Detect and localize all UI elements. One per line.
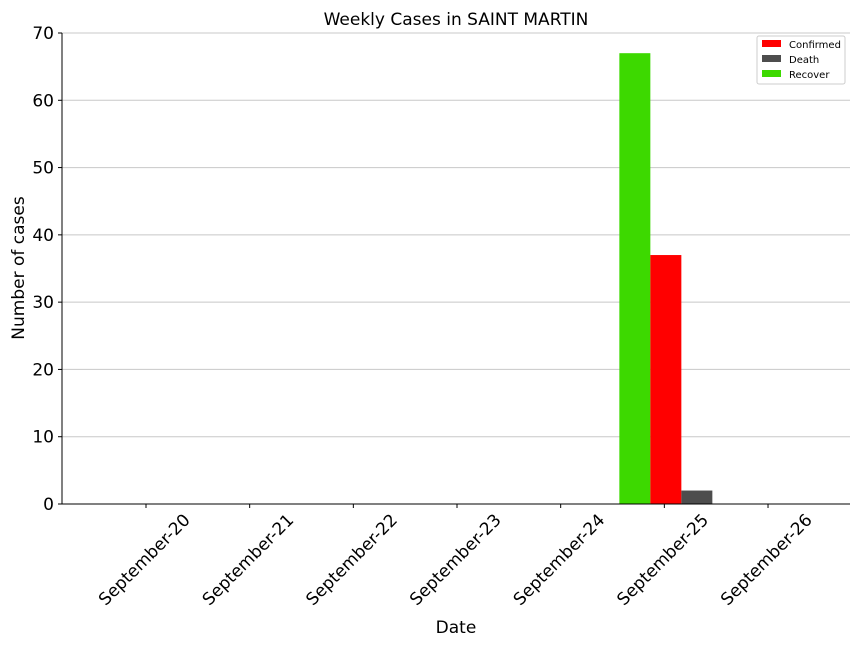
bar-recover bbox=[619, 53, 651, 504]
x-tick-label: September-24 bbox=[510, 510, 609, 609]
x-tick-label: September-21 bbox=[199, 510, 298, 609]
y-tick-label: 50 bbox=[32, 159, 54, 179]
legend-swatch-recover bbox=[762, 70, 781, 77]
legend-label-confirmed: Confirmed bbox=[789, 40, 841, 51]
x-ticks: September-20 September-21 September-22 Sept… bbox=[95, 504, 817, 610]
x-tick-label: September-25 bbox=[613, 510, 712, 609]
bars bbox=[619, 53, 713, 504]
y-tick-label: 0 bbox=[43, 495, 54, 515]
y-tick-label: 40 bbox=[32, 226, 54, 246]
x-tick-label: September-26 bbox=[717, 510, 816, 609]
bar-death bbox=[681, 490, 713, 504]
y-tick-label: 10 bbox=[32, 428, 54, 448]
x-axis-label: Date bbox=[436, 618, 477, 638]
y-axis-label: Number of cases bbox=[9, 196, 29, 340]
legend: Confirmed Death Recover bbox=[756, 35, 846, 85]
y-tick-label: 70 bbox=[32, 24, 54, 44]
legend-label-death: Death bbox=[789, 55, 819, 66]
grid-lines bbox=[62, 32, 850, 438]
y-tick-label: 60 bbox=[32, 91, 54, 111]
legend-swatch-death bbox=[762, 55, 781, 62]
legend-label-recover: Recover bbox=[789, 70, 830, 81]
x-tick-label: September-23 bbox=[406, 510, 505, 609]
chart-title: Weekly Cases in SAINT MARTIN bbox=[324, 10, 589, 30]
axes bbox=[61, 33, 850, 505]
y-tick-label: 30 bbox=[32, 293, 54, 313]
x-tick-label: September-20 bbox=[95, 510, 194, 609]
bar-confirmed bbox=[650, 255, 682, 504]
x-tick-label: September-22 bbox=[302, 510, 401, 609]
y-ticks: 0 10 20 30 40 50 60 70 bbox=[32, 24, 62, 515]
y-tick-label: 20 bbox=[32, 360, 54, 380]
legend-swatch-confirmed bbox=[762, 40, 781, 47]
